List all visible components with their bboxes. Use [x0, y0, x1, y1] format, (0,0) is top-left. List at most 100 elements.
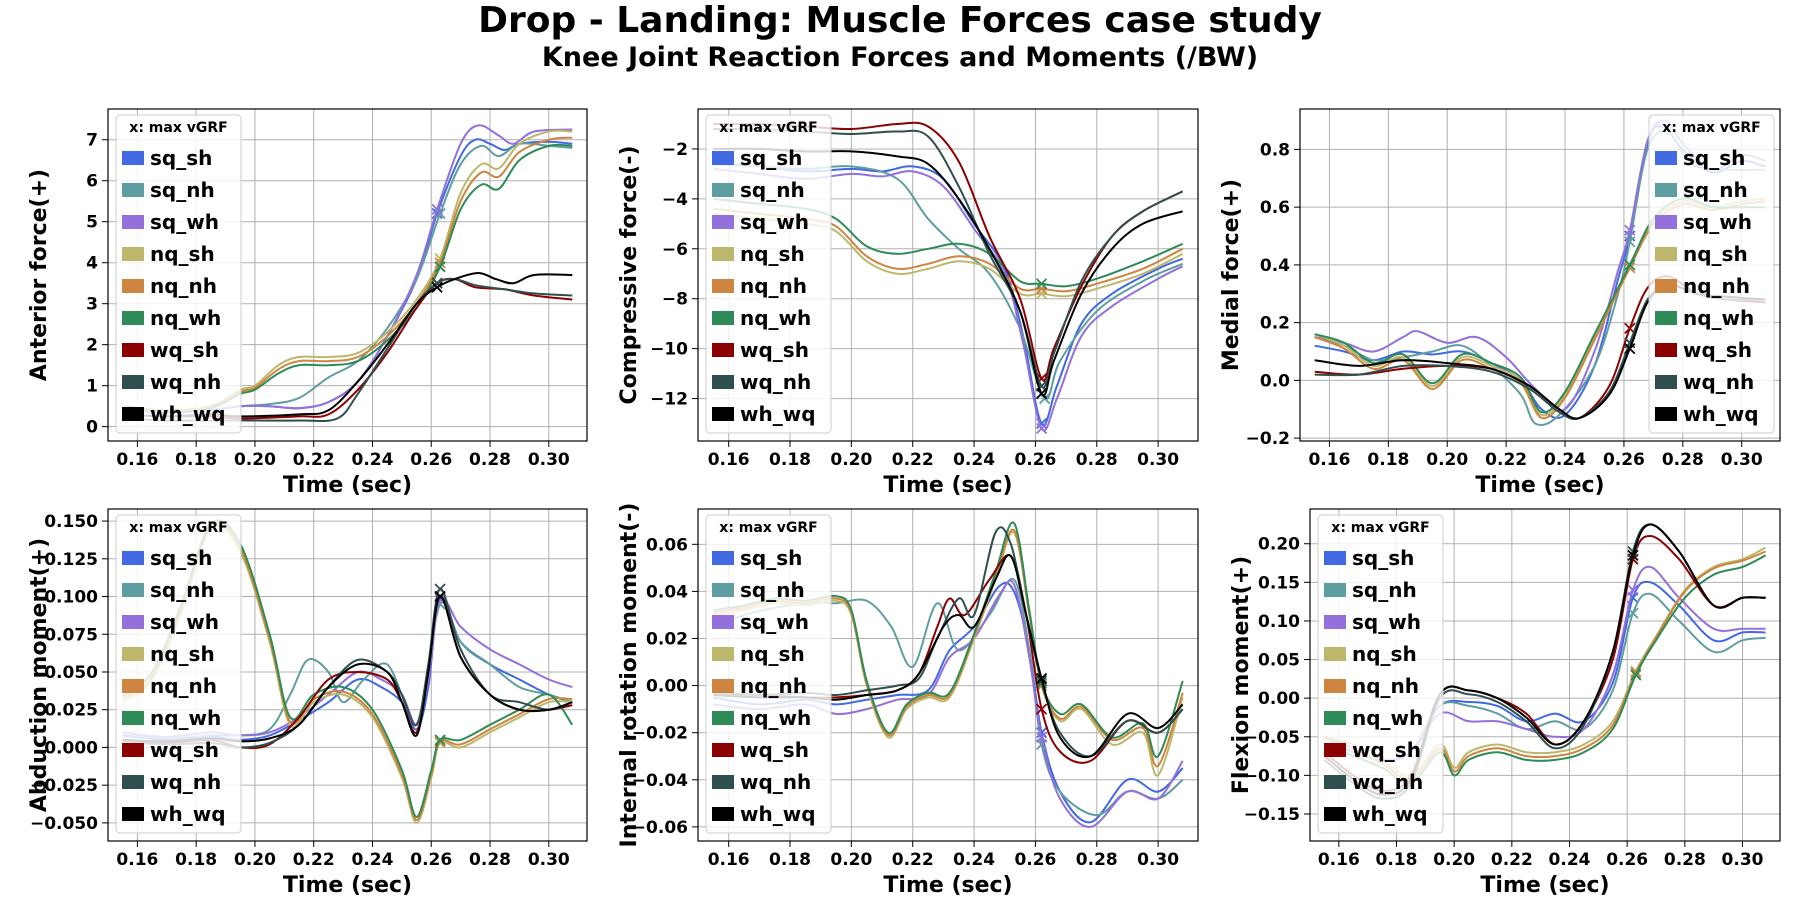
- max-vgrf-marker-wh_wq: [1627, 549, 1639, 561]
- legend-label-sq_sh: sq_sh: [1683, 146, 1745, 170]
- y-tick-label: −0.05: [1244, 728, 1300, 748]
- y-tick-label: 0.8: [1260, 140, 1290, 160]
- legend-swatch-wh_wq: [1655, 407, 1677, 421]
- legend-label-nq_sh: nq_sh: [1352, 642, 1417, 666]
- chart-3: 0.16 0.18 0.20 0.22 0.24 0.26 0.28 0.30 −0.2 0.0 0…: [1219, 108, 1781, 498]
- legend-label-wh_wq: wh_wq: [1352, 802, 1428, 826]
- y-tick-label: −0.15: [1244, 805, 1300, 825]
- x-tick-label: 0.22: [293, 850, 335, 870]
- x-tick-label: 0.28: [469, 450, 511, 470]
- x-tick-label: 0.24: [953, 450, 995, 470]
- x-tick-label: 0.30: [1137, 850, 1179, 870]
- legend-title: x: max vGRF: [1331, 520, 1429, 536]
- legend-label-nq_sh: nq_sh: [1683, 242, 1748, 266]
- legend-swatch-sq_wh: [122, 615, 144, 629]
- series-line-wq_sh: [713, 554, 1184, 764]
- x-axis-label: Time (sec): [283, 873, 412, 898]
- x-tick-label: 0.22: [1491, 850, 1533, 870]
- y-tick-label: −0.10: [1244, 766, 1300, 786]
- y-tick-label: 0.100: [44, 588, 98, 608]
- y-tick-label: 2: [86, 336, 98, 356]
- x-tick-label: 0.16: [116, 450, 158, 470]
- max-vgrf-marker-nq_wh: [434, 261, 446, 273]
- legend-swatch-nq_sh: [122, 647, 144, 661]
- plot-frame: [697, 508, 1199, 842]
- legend-swatch-sq_wh: [1655, 215, 1677, 229]
- legend-title: x: max vGRF: [1662, 120, 1760, 136]
- series-line-sq_sh: [713, 581, 1184, 824]
- y-tick-label: 0.2: [1260, 314, 1290, 334]
- x-tick-label: 0.16: [708, 850, 750, 870]
- max-vgrf-marker-nq_wh: [1630, 669, 1642, 681]
- legend-swatch-sq_sh: [122, 551, 144, 565]
- legend-label-nq_sh: nq_sh: [740, 642, 805, 666]
- legend-swatch-wq_nh: [1324, 775, 1346, 789]
- y-tick-label: −6: [662, 240, 688, 260]
- x-tick-label: 0.20: [234, 450, 276, 470]
- legend-swatch-sq_wh: [122, 215, 144, 229]
- legend-label-wh_wq: wh_wq: [740, 402, 816, 426]
- legend-swatch-wh_wq: [122, 807, 144, 821]
- max-vgrf-marker-sq_wh: [1035, 731, 1048, 744]
- plot-frame: [107, 508, 588, 842]
- legend-label-sq_wh: sq_wh: [150, 610, 219, 634]
- max-vgrf-marker-sq_nh: [1627, 607, 1639, 619]
- x-tick-label: 0.22: [892, 450, 934, 470]
- x-tick-label: 0.26: [410, 850, 452, 870]
- legend-label-nq_wh: nq_wh: [150, 306, 221, 330]
- legend-swatch-nq_wh: [122, 311, 144, 325]
- legend-swatch-wh_wq: [1324, 807, 1346, 821]
- x-tick-label: 0.20: [830, 450, 872, 470]
- legend: x: max vGRF sq_sh sq_nh sq_wh nq_sh nq_nh nq_w…: [705, 514, 832, 834]
- x-tick-label: 0.28: [1076, 450, 1118, 470]
- x-tick-label: 0.26: [1014, 450, 1056, 470]
- legend-label-sq_wh: sq_wh: [740, 210, 809, 234]
- x-tick-label: 0.26: [1606, 850, 1648, 870]
- x-tick-label: 0.26: [410, 450, 452, 470]
- y-axis-label: Anterior force(+): [27, 169, 52, 381]
- legend-label-nq_sh: nq_sh: [150, 242, 215, 266]
- x-tick-label: 0.30: [1137, 450, 1179, 470]
- legend-label-nq_nh: nq_nh: [150, 674, 217, 698]
- legend-label-sq_nh: sq_nh: [150, 178, 215, 202]
- x-tick-label: 0.18: [769, 850, 811, 870]
- y-tick-label: 7: [86, 131, 98, 151]
- y-tick-label: −12: [650, 390, 688, 410]
- y-tick-label: 3: [86, 295, 98, 315]
- max-vgrf-marker-sq_wh: [1035, 422, 1048, 435]
- legend-label-nq_sh: nq_sh: [150, 642, 215, 666]
- legend: x: max vGRF sq_sh sq_nh sq_wh nq_sh nq_nh nq_w…: [705, 114, 832, 434]
- x-tick-label: 0.20: [830, 850, 872, 870]
- x-tick-label: 0.28: [469, 850, 511, 870]
- legend-swatch-wq_nh: [122, 775, 144, 789]
- legend-swatch-nq_sh: [1655, 247, 1677, 261]
- x-tick-label: 0.22: [892, 850, 934, 870]
- max-vgrf-marker-wh_wq: [1035, 672, 1048, 685]
- legend-box: [115, 514, 242, 834]
- x-tick-label: 0.30: [1721, 450, 1763, 470]
- legend-swatch-nq_wh: [1324, 711, 1346, 725]
- y-tick-label: 0.4: [1260, 256, 1290, 276]
- max-vgrf-marker-nq_wh: [1624, 259, 1636, 271]
- legend-swatch-sq_sh: [712, 151, 734, 165]
- x-tick-label: 0.20: [234, 850, 276, 870]
- legend-box: [705, 114, 832, 434]
- legend-label-wh_wq: wh_wq: [150, 802, 226, 826]
- legend-label-wq_nh: wq_nh: [1352, 770, 1423, 794]
- legend-box: [705, 514, 832, 834]
- series-line-sq_sh: [713, 162, 1184, 426]
- legend-label-sq_sh: sq_sh: [740, 146, 802, 170]
- y-axis-label: Flexion moment(+): [1229, 556, 1254, 794]
- legend-label-sq_wh: sq_wh: [1352, 610, 1421, 634]
- y-tick-label: −0.02: [632, 724, 688, 744]
- max-vgrf-marker-wq_sh: [1035, 703, 1048, 715]
- figure-subtitle: Knee Joint Reaction Forces and Moments (…: [541, 42, 1259, 73]
- legend-label-nq_nh: nq_nh: [740, 674, 807, 698]
- legend-label-nq_wh: nq_wh: [1352, 706, 1423, 730]
- legend-label-wq_nh: wq_nh: [1683, 370, 1754, 394]
- legend-swatch-sq_wh: [1324, 615, 1346, 629]
- x-tick-label: 0.16: [116, 850, 158, 870]
- legend-swatch-sq_wh: [712, 215, 734, 229]
- legend-label-wq_sh: wq_sh: [740, 738, 809, 762]
